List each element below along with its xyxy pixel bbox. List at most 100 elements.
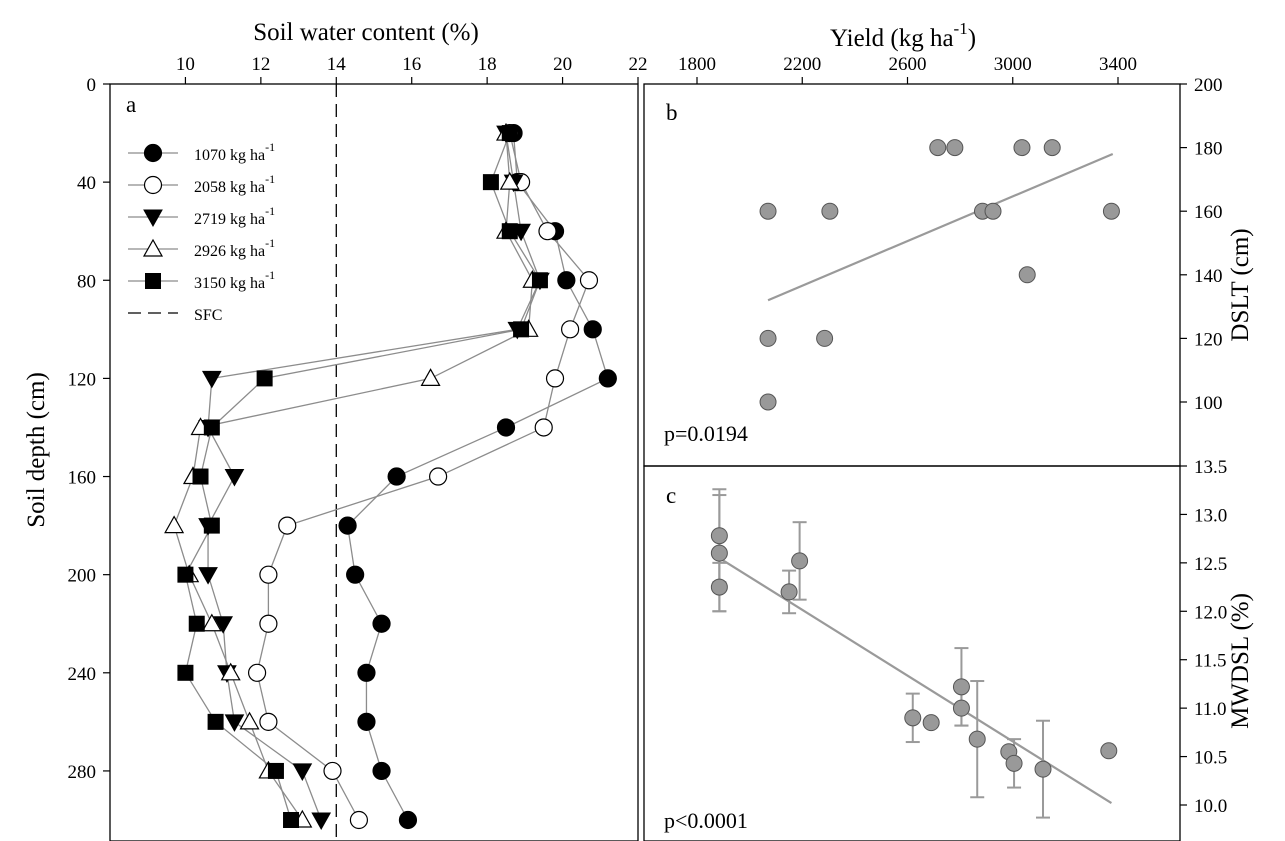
panel-b-point [759,202,777,220]
series-4-point [203,517,220,534]
panel-a-x-tick-label: 14 [327,54,347,75]
series-1-point [534,418,553,437]
panel-a-x-tick-label: 20 [553,54,572,75]
series-4-point [283,812,300,828]
panel-c-y-tick-label: 10.5 [1194,748,1227,769]
panel-b-point [759,393,777,411]
series-2-point [292,763,313,781]
series-4-point [501,223,518,240]
panel-c-ticks: 10.0 10.5 11.0 11.5 12.0 12.5 13.0 13.5 [1180,457,1227,817]
panel-a-y-tick-label: 120 [68,369,97,390]
series-0-point [346,565,365,584]
panel-b-y-tick-label: 200 [1194,75,1223,96]
series-1-point [259,565,278,584]
panel-a-y-tick-label: 280 [68,762,97,783]
panel-b-point [1018,266,1036,284]
panel-a-frame [109,83,639,841]
panel-c-point [968,730,986,748]
series-0-point [583,320,602,339]
series-1-point [259,712,278,731]
panel-b-x-tick-label: 2600 [889,54,927,75]
legend-label-2: 2719 kg ha-1 [194,204,275,228]
panel-c-letter: c [666,483,676,508]
series-2-point [224,469,245,487]
panel-b-fit-line [767,152,1114,302]
legend-label-sup: -1 [265,268,275,282]
series-1-point [247,663,267,682]
series-4-point [192,468,209,485]
panel-b-point [946,139,964,157]
series-0-point [496,418,516,437]
series-4-point [513,321,530,338]
panel-a-x-axis-title: Soil water content (%) [253,19,479,46]
panel-b-y-tick-label: 100 [1194,393,1223,414]
series-0-point [387,467,406,486]
panel-b-x-tick-label: 3400 [1099,54,1137,75]
panel-b-frame [643,83,1181,467]
panel-a-y-tick-label: 200 [68,566,97,587]
panel-b-ticks: 1800 2200 2600 3000 3400 100 120 140 160 180 200 [678,54,1223,414]
panel-a-y-tick-label: 160 [68,468,97,489]
panel-c-p-value: p<0.0001 [664,808,748,833]
panel-c-y-axis-title: MWDSL (%) [1227,593,1254,729]
series-2-point [213,616,233,634]
legend-marker-2 [143,209,163,228]
panel-b-point [984,202,1002,220]
panel-c-y-tick-label: 13.5 [1194,457,1227,478]
panel-b-plot-layer [759,139,1120,411]
panel-b-x-tick-label: 1800 [678,54,716,75]
series-3-point [239,711,260,730]
panel-c-y-tick-label: 11.5 [1194,651,1227,672]
panel-a-y-tick-label: 40 [77,173,96,194]
series-0-point [398,810,418,830]
legend-label-3: 2926 kg ha-1 [194,236,275,260]
panel-c-point [1034,760,1052,778]
panel-c-point [791,552,809,570]
legend-label-text: 2926 kg ha [194,243,265,260]
series-4-point [501,125,518,142]
panel-c-point [1005,754,1023,772]
series-0-point [357,663,376,682]
legend-marker-4 [145,273,161,289]
panel-c-point [710,544,728,562]
panel-b-x-tick-label: 3000 [994,54,1032,75]
series-4-point [207,713,224,730]
panel-a-x-tick-label: 10 [176,54,195,75]
series-3-point [499,171,520,190]
legend-label-sup: -1 [265,172,275,186]
series-1-point [259,614,278,633]
series-1-point [579,271,599,290]
panel-b-p-value: p=0.0194 [664,421,748,446]
panel-c-y-tick-label: 12.5 [1194,554,1227,575]
series-3-point [420,368,441,386]
panel-c-point [904,709,922,727]
panel-b-y-axis-title: DSLT (cm) [1227,228,1254,341]
panel-a-y-tick-label: 240 [68,664,97,685]
series-4-point [177,566,194,583]
series-3-point [201,613,222,632]
panel-b-point [929,139,947,157]
panel-a-y-tick-label: 0 [87,75,97,96]
legend-label-0: 1070 kg ha-1 [194,140,275,164]
series-2-point [201,370,222,389]
panel-a-x-tick-label: 16 [402,54,421,75]
series-2-point [311,812,332,831]
panel-a-y-axis-title: Soil depth (cm) [23,372,50,528]
series-0-point [557,271,576,290]
series-4-point [531,272,548,289]
panel-c-plot-layer [710,488,1118,819]
panel-b-point [1043,139,1061,157]
legend-label-text: 2719 kg ha [194,211,265,228]
series-1-point [323,761,342,781]
series-4-point [482,174,499,191]
panel-a-y-tick-label: 80 [77,271,96,292]
panel-c-y-tick-label: 11.0 [1194,699,1227,720]
series-0-point [372,761,391,781]
legend-label-sup: -1 [265,140,275,154]
legend-label-1: 2058 kg ha-1 [194,172,275,196]
panel-c-point [952,678,970,696]
panel-c-point [922,714,940,732]
legend-marker-3 [142,238,164,257]
